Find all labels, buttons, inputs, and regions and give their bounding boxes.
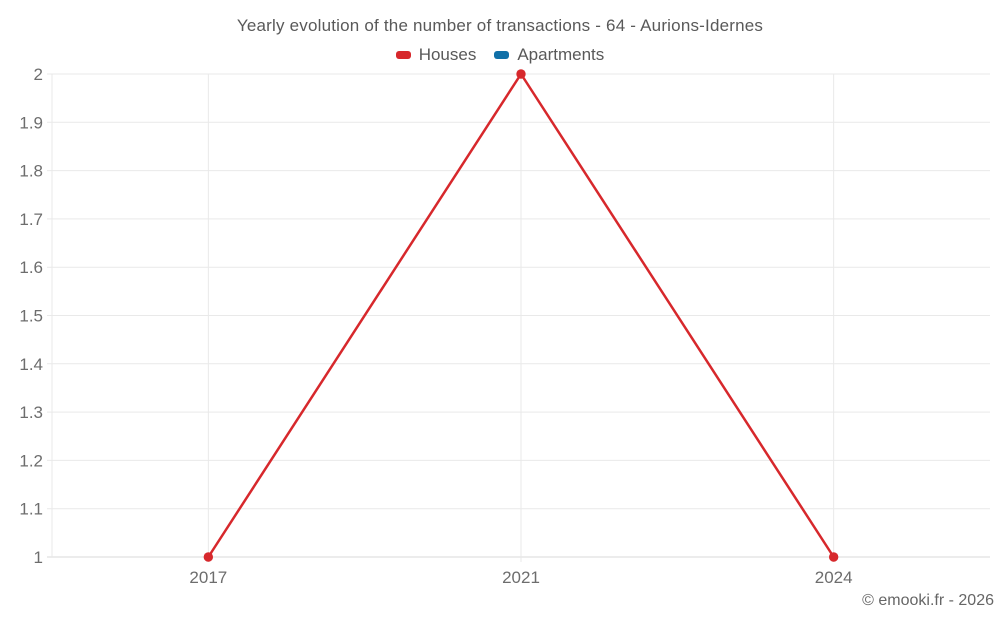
legend-item-apartments[interactable]: Apartments — [494, 45, 604, 65]
y-tick-label: 1.3 — [19, 403, 43, 422]
legend-item-houses[interactable]: Houses — [395, 45, 477, 65]
chart-title: Yearly evolution of the number of transa… — [236, 16, 764, 35]
houses-data-point[interactable] — [516, 69, 526, 79]
legend-label-houses: Houses — [418, 45, 477, 64]
y-tick-label: 1.9 — [19, 113, 43, 132]
y-tick-label: 1.2 — [19, 451, 43, 470]
houses-data-point[interactable] — [203, 552, 214, 562]
x-tick-label: 2021 — [502, 568, 540, 587]
apartments-swatch-icon — [494, 51, 510, 59]
houses-data-point[interactable] — [828, 552, 839, 562]
x-tick-label: 2017 — [189, 568, 227, 587]
legend-label-apartments: Apartments — [517, 45, 605, 64]
x-tick-label: 2024 — [815, 568, 853, 587]
y-tick-label: 1.8 — [19, 162, 43, 181]
y-tick-label: 1.7 — [19, 210, 43, 229]
chart-legend: Houses Apartments — [0, 45, 1000, 65]
copyright: © emooki.fr - 2026 — [862, 592, 994, 609]
y-tick-label: 1.1 — [19, 500, 43, 519]
y-tick-label: 1.6 — [19, 258, 43, 277]
y-tick-label: 1 — [34, 548, 43, 567]
y-tick-label: 2 — [34, 65, 43, 84]
y-tick-label: 1.5 — [19, 307, 43, 326]
y-tick-label: 1.4 — [19, 355, 43, 374]
houses-swatch-icon — [395, 51, 411, 59]
